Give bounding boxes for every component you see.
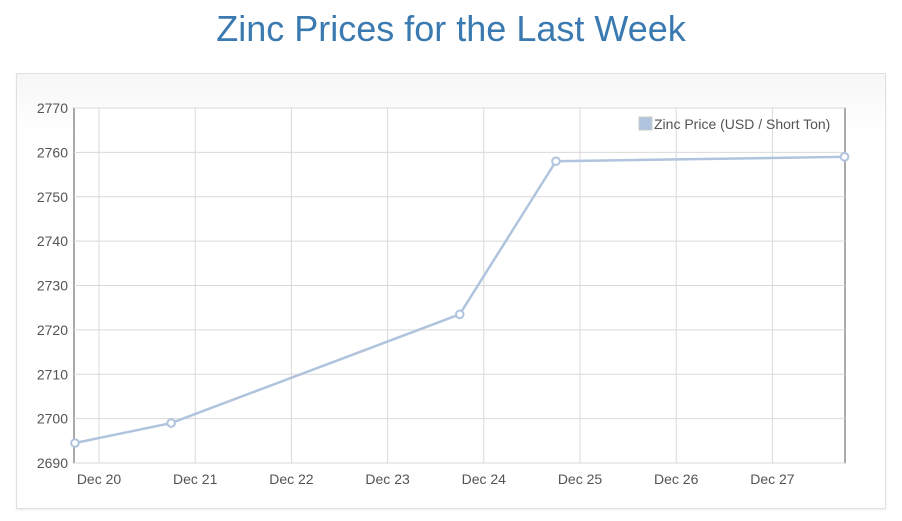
y-tick-label: 2760 — [37, 144, 68, 160]
legend-swatch — [638, 116, 653, 131]
grid-lines — [74, 107, 845, 464]
y-tick-label: 2720 — [37, 322, 68, 338]
y-tick-label: 2690 — [37, 455, 68, 471]
y-tick-label: 2740 — [37, 233, 68, 249]
y-axis: 2690 2700 2710 2720 2730 2740 2750 2760 2770 — [37, 100, 68, 471]
x-tick-label: Dec 21 — [173, 471, 218, 487]
x-tick-label: Dec 24 — [462, 471, 507, 487]
x-tick-label: Dec 27 — [750, 471, 795, 487]
y-tick-label: 2750 — [37, 189, 68, 205]
x-axis: Dec 20 Dec 21 Dec 22 Dec 23 Dec 24 Dec 25 Dec … — [77, 471, 795, 487]
y-tick-label: 2710 — [37, 366, 68, 382]
y-tick-label: 2730 — [37, 278, 68, 294]
data-point — [70, 438, 80, 448]
legend[interactable]: Zinc Price (USD / Short Ton) — [638, 116, 830, 132]
page-title: Zinc Prices for the Last Week — [216, 8, 686, 49]
y-tick-label: 2700 — [37, 411, 68, 427]
data-point — [839, 152, 850, 162]
data-point — [454, 309, 465, 320]
series-zinc-price — [70, 152, 850, 448]
legend-label: Zinc Price (USD / Short Ton) — [654, 116, 830, 132]
x-tick-label: Dec 22 — [269, 471, 314, 487]
x-tick-label: Dec 23 — [365, 471, 410, 487]
x-tick-label: Dec 20 — [77, 471, 122, 487]
data-point — [166, 418, 176, 428]
x-tick-label: Dec 25 — [558, 471, 603, 487]
y-tick-label: 2770 — [37, 100, 68, 116]
data-point — [551, 156, 561, 167]
x-tick-label: Dec 26 — [654, 471, 699, 487]
